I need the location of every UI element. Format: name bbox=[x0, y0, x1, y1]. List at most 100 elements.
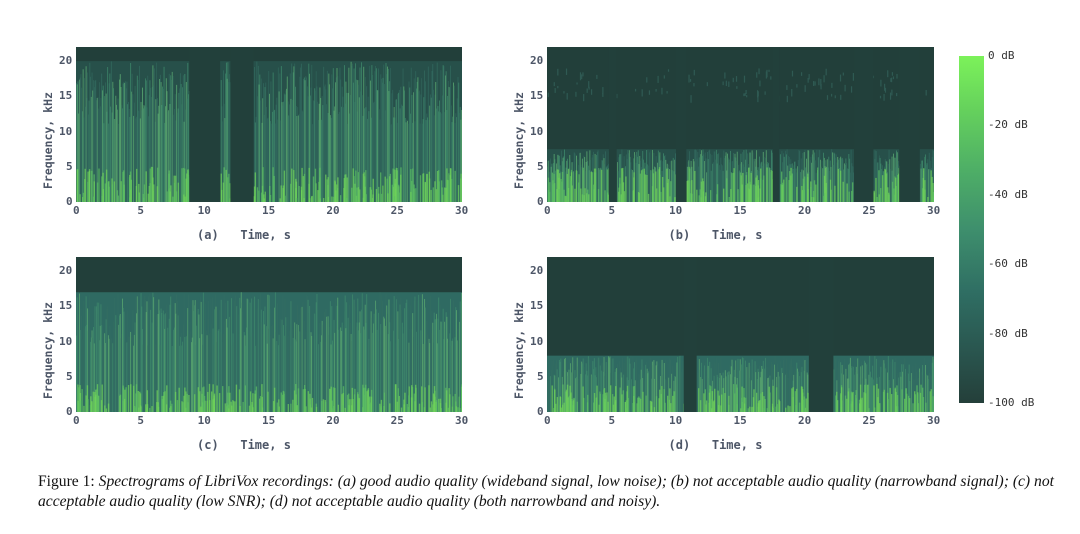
low-frequency-energy bbox=[755, 392, 758, 412]
noise-speckle bbox=[818, 78, 820, 86]
speech-striation bbox=[657, 162, 659, 202]
speech-striation bbox=[744, 357, 746, 412]
speech-striation bbox=[923, 365, 925, 412]
low-frequency-energy bbox=[410, 169, 412, 202]
noise-speckle bbox=[820, 83, 822, 90]
speech-striation bbox=[137, 292, 139, 412]
speech-striation bbox=[897, 373, 899, 412]
speech-striation bbox=[262, 98, 264, 202]
speech-striation bbox=[183, 121, 185, 202]
speech-striation bbox=[179, 345, 181, 412]
speech-striation bbox=[117, 293, 119, 412]
speech-striation bbox=[580, 373, 582, 412]
speech-striation bbox=[103, 123, 105, 202]
speech-striation bbox=[308, 63, 310, 202]
speech-striation bbox=[177, 315, 179, 412]
speech-striation bbox=[777, 371, 779, 412]
low-frequency-energy bbox=[145, 171, 147, 202]
low-frequency-energy bbox=[357, 187, 360, 202]
low-frequency-energy bbox=[606, 169, 609, 202]
low-frequency-energy bbox=[224, 403, 226, 412]
low-frequency-energy bbox=[789, 406, 791, 412]
low-frequency-energy bbox=[225, 169, 227, 202]
speech-striation bbox=[784, 375, 786, 412]
speech-striation bbox=[193, 311, 195, 412]
speech-striation bbox=[330, 117, 332, 202]
low-frequency-energy bbox=[370, 189, 372, 202]
speech-striation bbox=[380, 324, 382, 412]
speech-striation bbox=[431, 71, 433, 202]
y-tick-label: 15 bbox=[59, 299, 73, 313]
speech-striation bbox=[632, 356, 634, 412]
low-frequency-energy bbox=[455, 406, 458, 412]
speech-striation bbox=[555, 363, 557, 412]
low-frequency-energy bbox=[590, 171, 593, 202]
low-frequency-energy bbox=[183, 194, 185, 202]
speech-striation bbox=[574, 370, 576, 412]
speech-striation bbox=[187, 308, 189, 412]
noise-speckle bbox=[840, 94, 842, 100]
speech-striation bbox=[156, 62, 158, 202]
speech-striation bbox=[366, 298, 368, 412]
speech-striation bbox=[304, 80, 306, 202]
low-frequency-energy bbox=[356, 187, 358, 202]
speech-striation bbox=[875, 150, 877, 202]
low-frequency-energy bbox=[743, 397, 745, 412]
low-frequency-energy bbox=[889, 387, 891, 412]
speech-striation bbox=[742, 357, 744, 412]
speech-striation bbox=[781, 367, 783, 412]
low-frequency-energy bbox=[887, 187, 889, 202]
speech-striation bbox=[269, 295, 270, 412]
speech-striation bbox=[215, 306, 217, 412]
speech-striation bbox=[421, 78, 423, 202]
speech-striation bbox=[888, 380, 890, 412]
noise-speckle bbox=[693, 69, 695, 76]
low-frequency-energy bbox=[358, 398, 361, 412]
speech-striation bbox=[779, 376, 781, 412]
y-tick-label: 10 bbox=[59, 334, 73, 348]
speech-striation bbox=[267, 294, 269, 412]
speech-striation bbox=[83, 300, 85, 412]
speech-striation bbox=[384, 325, 386, 412]
low-frequency-energy bbox=[698, 388, 700, 412]
speech-striation bbox=[173, 327, 175, 412]
speech-striation bbox=[453, 300, 454, 412]
speech-striation bbox=[166, 312, 168, 412]
speech-striation bbox=[259, 322, 261, 412]
low-frequency-energy bbox=[781, 184, 783, 202]
low-frequency-energy bbox=[321, 400, 323, 412]
low-frequency-energy bbox=[186, 393, 188, 412]
speech-striation bbox=[829, 171, 830, 202]
spectrogram-plot-d bbox=[547, 257, 934, 412]
speech-striation bbox=[579, 360, 581, 412]
speech-striation bbox=[147, 345, 149, 412]
speech-striation bbox=[334, 332, 336, 412]
speech-striation bbox=[550, 370, 552, 412]
speech-striation bbox=[737, 358, 739, 412]
speech-striation bbox=[76, 335, 77, 412]
speech-striation bbox=[150, 324, 152, 412]
low-frequency-energy bbox=[578, 174, 580, 202]
speech-striation bbox=[454, 123, 456, 202]
speech-striation bbox=[174, 94, 176, 202]
speech-striation bbox=[618, 374, 620, 412]
speech-striation bbox=[682, 360, 684, 412]
speech-striation bbox=[127, 336, 129, 412]
low-frequency-energy bbox=[280, 185, 282, 202]
low-frequency-energy bbox=[421, 386, 423, 412]
speech-striation bbox=[226, 327, 228, 412]
speech-striation bbox=[668, 377, 670, 412]
low-frequency-energy bbox=[279, 198, 281, 202]
speech-striation bbox=[890, 361, 892, 412]
low-frequency-energy bbox=[586, 402, 589, 412]
speech-striation bbox=[341, 330, 342, 412]
low-frequency-energy bbox=[388, 176, 391, 202]
speech-striation bbox=[374, 323, 376, 412]
low-frequency-energy bbox=[836, 400, 839, 412]
speech-striation bbox=[206, 335, 208, 412]
speech-striation bbox=[106, 111, 108, 202]
speech-striation bbox=[443, 66, 445, 202]
speech-striation bbox=[228, 74, 230, 202]
low-frequency-energy bbox=[213, 398, 215, 412]
speech-striation bbox=[251, 332, 253, 412]
